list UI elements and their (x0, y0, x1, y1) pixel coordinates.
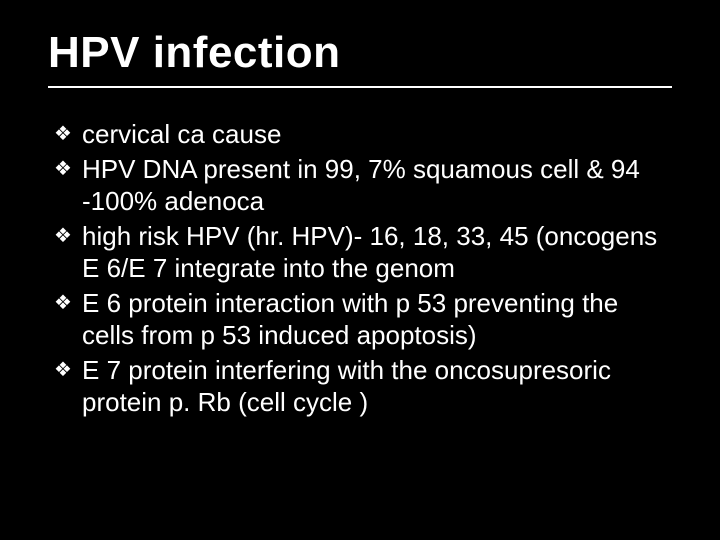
bullet-icon: ❖ (54, 155, 72, 183)
bullet-list: ❖ cervical ca cause ❖ HPV DNA present in… (48, 118, 672, 419)
bullet-text: E 6 protein interaction with p 53 preven… (82, 288, 618, 351)
bullet-icon: ❖ (54, 289, 72, 317)
bullet-text: high risk HPV (hr. HPV)- 16, 18, 33, 45 … (82, 221, 657, 284)
bullet-icon: ❖ (54, 120, 72, 148)
title-rule (48, 86, 672, 88)
bullet-icon: ❖ (54, 356, 72, 384)
slide-title: HPV infection (48, 28, 672, 78)
list-item: ❖ high risk HPV (hr. HPV)- 16, 18, 33, 4… (54, 220, 672, 285)
bullet-text: E 7 protein interfering with the oncosup… (82, 355, 611, 418)
list-item: ❖ HPV DNA present in 99, 7% squamous cel… (54, 153, 672, 218)
bullet-icon: ❖ (54, 222, 72, 250)
bullet-text: cervical ca cause (82, 119, 281, 149)
list-item: ❖ cervical ca cause (54, 118, 672, 151)
list-item: ❖ E 6 protein interaction with p 53 prev… (54, 287, 672, 352)
list-item: ❖ E 7 protein interfering with the oncos… (54, 354, 672, 419)
bullet-text: HPV DNA present in 99, 7% squamous cell … (82, 154, 640, 217)
slide: HPV infection ❖ cervical ca cause ❖ HPV … (0, 0, 720, 540)
